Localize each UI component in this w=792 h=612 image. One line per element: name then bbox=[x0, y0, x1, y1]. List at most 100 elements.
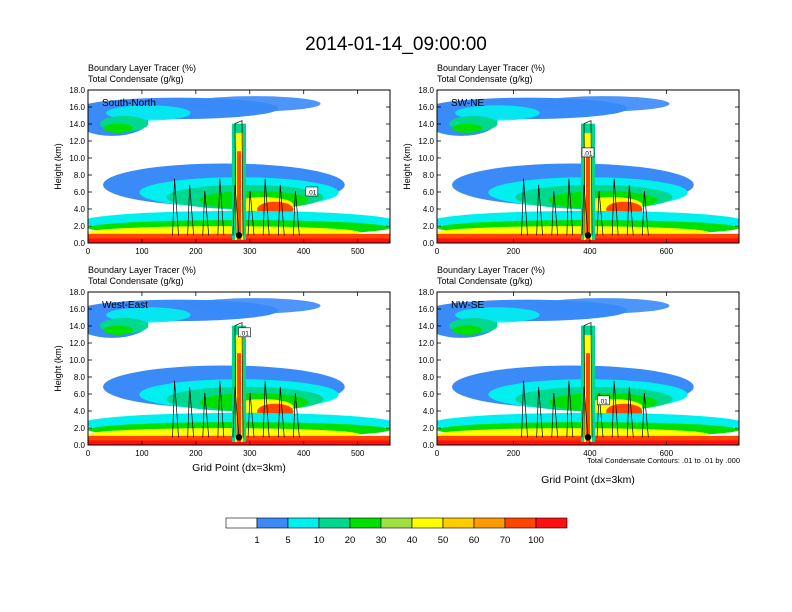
plot-frame bbox=[87, 291, 391, 446]
y-tick-label: 2.0 bbox=[423, 222, 435, 231]
contour-line bbox=[234, 120, 244, 236]
x-tick-label: 400 bbox=[583, 449, 597, 458]
y-tick-label: 14.0 bbox=[418, 322, 434, 331]
colorbar: 1 5 10 20 30 40 50 60 70 100 bbox=[225, 517, 568, 546]
location-marker bbox=[584, 434, 592, 441]
x-tick-label: 0 bbox=[86, 449, 91, 458]
colorbar-swatch bbox=[225, 517, 258, 529]
y-tick-label: 14.0 bbox=[69, 322, 85, 331]
figure-title: 2014-01-14_09:00:00 bbox=[305, 34, 487, 55]
panel-2: .01 0.0 2.0 4.0 6.0 8.0 10.0 12.0 14.0 16.0 18.0 0 1… bbox=[53, 265, 391, 474]
contour-line bbox=[172, 380, 300, 438]
y-tick-label: 0.0 bbox=[423, 239, 435, 248]
y-tick-label: 14.0 bbox=[418, 120, 434, 129]
tracer-field bbox=[103, 325, 134, 335]
y-tick-label: 12.0 bbox=[418, 339, 434, 348]
colorbar-swatch bbox=[535, 517, 568, 529]
x-tick-label: 200 bbox=[189, 247, 203, 256]
x-tick-label: 300 bbox=[243, 247, 257, 256]
y-tick-label: 8.0 bbox=[423, 171, 435, 180]
panel-3: .01 0.0 2.0 4.0 6.0 8.0 10.0 12.0 14.0 16.0 18.0 0 2… bbox=[418, 265, 740, 486]
y-tick-label: 10.0 bbox=[418, 154, 434, 163]
y-tick-label: 8.0 bbox=[74, 373, 86, 382]
tracer-shading bbox=[437, 96, 739, 243]
tracer-field bbox=[536, 298, 670, 314]
y-tick-label: 2.0 bbox=[423, 424, 435, 433]
y-tick-label: 12.0 bbox=[69, 339, 85, 348]
x-tick-label: 0 bbox=[86, 247, 91, 256]
x-tick-label: 600 bbox=[660, 247, 674, 256]
colorbar-swatch bbox=[318, 517, 351, 529]
condensate-contours bbox=[172, 120, 300, 236]
x-tick-label: 500 bbox=[351, 247, 365, 256]
contour-line bbox=[583, 120, 593, 236]
colorbar-label: 60 bbox=[469, 535, 480, 546]
y-tick-label: 4.0 bbox=[423, 407, 435, 416]
convective-column-peak bbox=[237, 353, 241, 442]
boundary-layer-core bbox=[88, 440, 390, 445]
y-tick-label: 0.0 bbox=[74, 441, 86, 450]
y-tick-label: 12.0 bbox=[418, 137, 434, 146]
location-marker bbox=[235, 232, 243, 239]
x-axis-label: Grid Point (dx=3km) bbox=[192, 462, 286, 474]
contour-line bbox=[521, 178, 649, 236]
contour-label-box bbox=[596, 395, 610, 406]
panel-subtitle-tracer: Boundary Layer Tracer (%) bbox=[437, 265, 545, 275]
contour-label: .01 bbox=[583, 150, 592, 157]
panel-subtitle-condensate: Total Condensate (g/kg) bbox=[437, 74, 533, 84]
x-tick-label: 300 bbox=[243, 449, 257, 458]
panel-subtitle-condensate: Total Condensate (g/kg) bbox=[437, 276, 533, 286]
y-tick-label: 10.0 bbox=[69, 356, 85, 365]
x-tick-label: 500 bbox=[351, 449, 365, 458]
y-tick-label: 8.0 bbox=[423, 373, 435, 382]
contour-line bbox=[583, 322, 593, 438]
y-tick-label: 2.0 bbox=[74, 222, 86, 231]
contour-label-box bbox=[238, 327, 251, 338]
condensate-contours bbox=[172, 322, 300, 438]
tracer-field bbox=[103, 123, 134, 133]
x-tick-label: 100 bbox=[135, 449, 149, 458]
y-tick-label: 12.0 bbox=[69, 137, 85, 146]
tracer-field bbox=[452, 123, 483, 133]
tracer-field bbox=[187, 96, 321, 112]
y-tick-label: 10.0 bbox=[418, 356, 434, 365]
contour-label: .01 bbox=[240, 330, 249, 337]
y-tick-label: 18.0 bbox=[418, 288, 434, 297]
condensate-contours bbox=[521, 120, 649, 236]
y-tick-label: 6.0 bbox=[74, 390, 86, 399]
colorbar-label: 100 bbox=[528, 535, 544, 546]
colorbar-swatch bbox=[411, 517, 444, 529]
y-tick-label: 16.0 bbox=[418, 103, 434, 112]
tracer-field bbox=[536, 96, 670, 112]
y-tick-label: 0.0 bbox=[423, 441, 435, 450]
y-tick-label: 18.0 bbox=[69, 86, 85, 95]
tracer-shading bbox=[88, 96, 390, 243]
boundary-layer-core bbox=[88, 238, 390, 243]
y-tick-label: 4.0 bbox=[423, 205, 435, 214]
boundary-layer-core bbox=[437, 440, 739, 445]
colorbar-swatch bbox=[442, 517, 475, 529]
x-tick-label: 400 bbox=[583, 247, 597, 256]
tracer-field bbox=[187, 298, 321, 314]
panel-label: NW-SE bbox=[451, 300, 484, 311]
contour-line bbox=[172, 178, 300, 236]
convective-column-peak bbox=[237, 151, 241, 240]
tracer-field bbox=[452, 325, 483, 335]
colorbar-label: 70 bbox=[500, 535, 511, 546]
x-tick-label: 200 bbox=[189, 449, 203, 458]
convective-column-peak bbox=[586, 151, 590, 240]
y-tick-label: 14.0 bbox=[69, 120, 85, 129]
colorbar-label: 20 bbox=[345, 535, 356, 546]
colorbar-swatch bbox=[473, 517, 506, 529]
plot-frame bbox=[87, 89, 391, 244]
y-tick-label: 6.0 bbox=[74, 188, 86, 197]
boundary-layer-core bbox=[437, 238, 739, 243]
x-tick-label: 100 bbox=[135, 247, 149, 256]
colorbar-swatch bbox=[349, 517, 382, 529]
y-tick-label: 18.0 bbox=[69, 288, 85, 297]
y-tick-label: 16.0 bbox=[69, 103, 85, 112]
x-tick-label: 200 bbox=[507, 449, 521, 458]
panel-1: .01 0.0 2.0 4.0 6.0 8.0 10.0 12.0 14.0 16.0 18.0 0 2… bbox=[402, 63, 740, 256]
panel-subtitle-condensate: Total Condensate (g/kg) bbox=[88, 74, 184, 84]
